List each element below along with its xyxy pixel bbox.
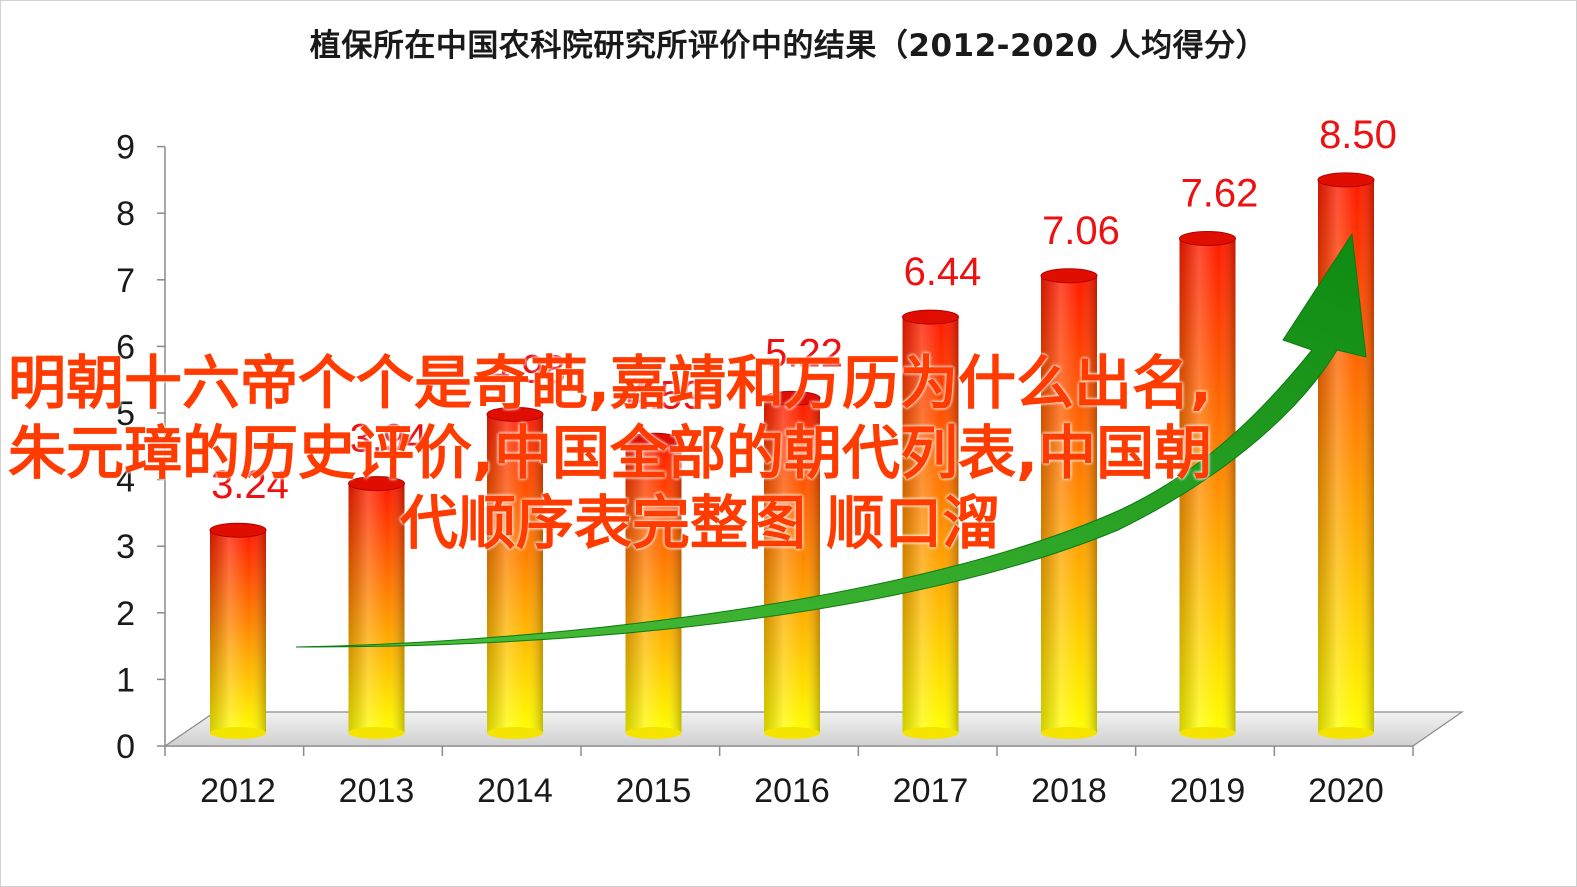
bar-cap (763, 390, 821, 406)
x-tick-label: 2015 (616, 772, 692, 810)
data-label: 3.24 (211, 463, 289, 507)
data-label: 6.44 (904, 250, 982, 294)
bar-base (487, 727, 543, 739)
x-tick-label: 2012 (200, 772, 276, 810)
bar-base (625, 727, 682, 739)
bar-shading (902, 317, 959, 733)
data-label: 7.62 (1181, 172, 1259, 216)
y-tick-label: 0 (116, 728, 135, 766)
bar-shading (487, 414, 543, 733)
bar-cap (1317, 172, 1375, 188)
data-label: 4.98 (488, 347, 566, 391)
bar-base (1318, 727, 1374, 739)
bar-base (1179, 727, 1236, 739)
bar-2015 (625, 432, 682, 739)
data-label: 4.59 (627, 373, 705, 417)
x-tick-label: 2017 (893, 772, 969, 810)
data-label: 5.22 (765, 331, 843, 375)
y-tick-label: 8 (116, 195, 135, 233)
bar-2016 (763, 390, 821, 739)
bar-base (210, 727, 266, 739)
bar-2017 (902, 309, 959, 739)
y-tick-label: 1 (116, 661, 135, 699)
bar-shading (625, 440, 682, 733)
bar-cap (486, 406, 544, 422)
x-tick-label: 2013 (339, 772, 415, 810)
chart-title: 植保所在中国农科院研究所评价中的结果（2012-2020 人均得分） (309, 28, 1268, 64)
bar-cap (348, 476, 405, 492)
bar-2014 (486, 406, 544, 739)
y-tick-label: 6 (116, 328, 135, 366)
bar-base (902, 727, 959, 739)
overlay-text-line-3: 代顺序表完整图 顺口溜 (400, 489, 1001, 557)
x-tick-label: 2019 (1170, 772, 1246, 810)
y-tick-label: 2 (116, 595, 135, 633)
y-tick-label: 9 (116, 129, 135, 167)
x-tick-label: 2016 (754, 772, 830, 810)
bar-shading (210, 530, 266, 733)
bar-shading (1041, 275, 1097, 733)
x-tick-label: 2018 (1031, 772, 1107, 810)
y-tick-label: 5 (116, 395, 135, 433)
bar-cap (625, 432, 682, 448)
bar-base (764, 727, 820, 739)
bar-cap (209, 522, 267, 538)
bar-shading (348, 483, 405, 733)
trend-arrow (295, 232, 1367, 648)
bar-base (348, 727, 405, 739)
bar-2012 (209, 522, 267, 739)
data-label: 7.06 (1042, 209, 1120, 253)
overlay-text-line-1: 明朝十六帝个个是奇葩,嘉靖和万历为什么出名, (8, 349, 1213, 417)
bar-2013 (348, 476, 405, 739)
y-tick-label: 7 (116, 262, 135, 300)
x-tick-label: 2014 (477, 772, 553, 810)
bar-cap (1179, 231, 1236, 247)
data-label: 8.50 (1319, 113, 1397, 157)
bar-base (1041, 727, 1097, 739)
overlay-text-line-2: 朱元璋的历史评价,中国全部的朝代列表,中国朝 (8, 419, 1213, 487)
bar-cap (1040, 268, 1098, 284)
bar-shading (764, 398, 820, 733)
y-tick-label: 3 (116, 528, 135, 566)
x-tick-label: 2020 (1308, 772, 1384, 810)
bar-cap (902, 309, 959, 325)
y-tick-label: 4 (116, 462, 135, 500)
data-label: 3.94 (350, 417, 428, 461)
bar-2018 (1040, 268, 1098, 739)
